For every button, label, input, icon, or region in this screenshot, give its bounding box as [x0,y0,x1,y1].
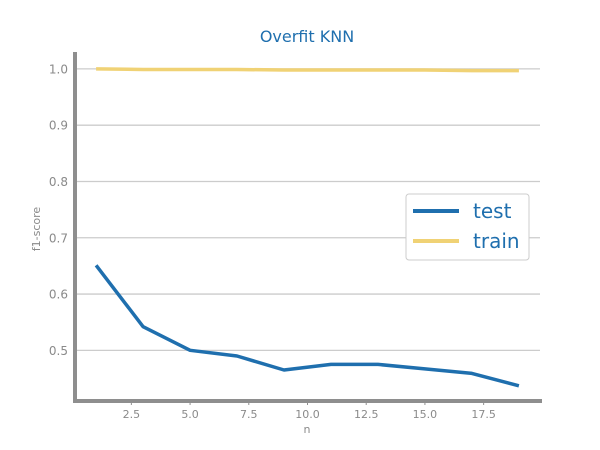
y-tick-label: 0.6 [49,288,68,302]
chart-title: Overfit KNN [260,27,354,46]
x-tick-label: 7.5 [240,408,258,421]
series-lines [94,67,520,388]
y-tick-label: 1.0 [49,62,68,76]
y-axis-label: f1-score [30,207,43,252]
y-tick-label: 0.9 [49,119,68,133]
y-tick-label: 0.7 [49,231,68,245]
x-ticks: 2.5 5.0 7.5 10.0 12.5 15.0 17.5 [123,401,496,421]
x-tick-label: 12.5 [354,408,379,421]
y-tick-label: 0.8 [49,175,68,189]
y-tick-labels: 0.5 0.6 0.7 0.8 0.9 1.0 [49,62,68,357]
x-tick-label: 17.5 [471,408,496,421]
x-tick-label: 15.0 [413,408,438,421]
series-line-train [96,67,519,73]
x-tick-label: 2.5 [123,408,141,421]
x-tick-label: 10.0 [295,408,320,421]
series-line-test [94,264,520,388]
legend-label-train: train [473,229,520,253]
x-axis-label: n [304,423,311,436]
x-tick-label: 5.0 [181,408,199,421]
y-tick-label: 0.5 [49,344,68,358]
legend-label-test: test [473,199,512,223]
legend: test train [405,193,530,261]
